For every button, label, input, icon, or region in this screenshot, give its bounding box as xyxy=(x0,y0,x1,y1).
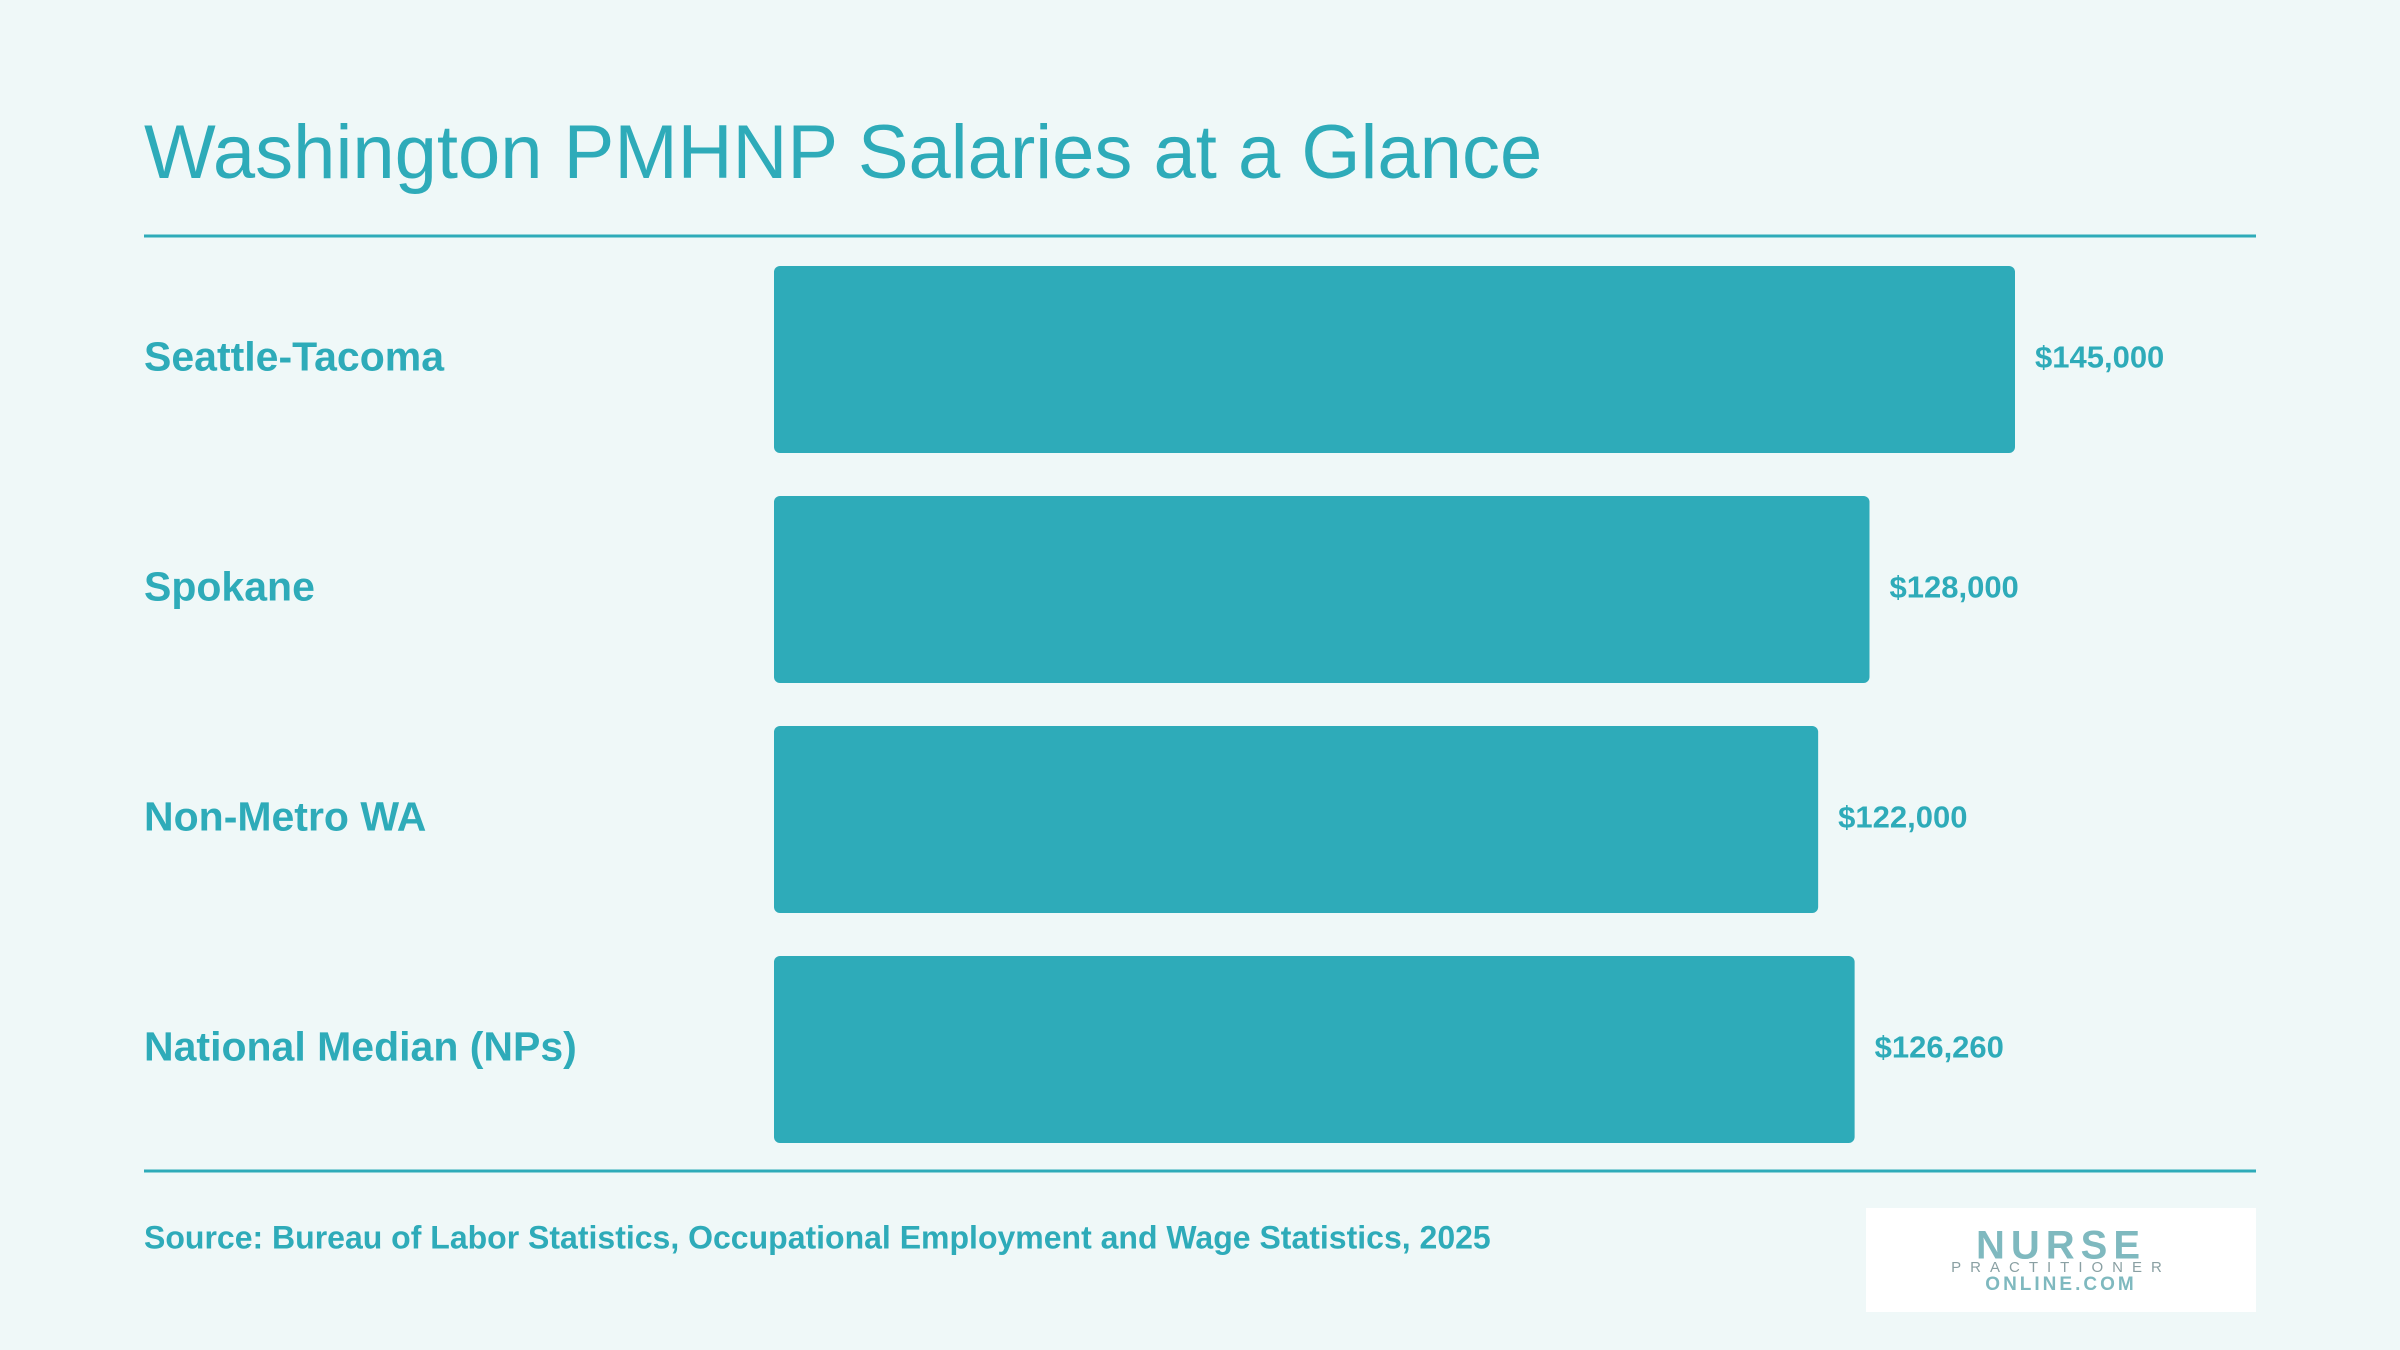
logo-text: PRACTITIONER xyxy=(1951,1259,2171,1276)
source-note: Source: Bureau of Labor Statistics, Occu… xyxy=(144,1219,1491,1255)
logo-box xyxy=(1866,1208,2256,1312)
bar xyxy=(774,726,1819,913)
category-label: Non-Metro WA xyxy=(144,793,426,839)
category-label: Seattle-Tacoma xyxy=(144,333,445,379)
category-label: Spokane xyxy=(144,563,315,609)
logo-text: ONLINE.COM xyxy=(1985,1274,2136,1295)
chart-title: Washington PMHNP Salaries at a Glance xyxy=(144,110,1542,195)
value-label: $145,000 xyxy=(2035,340,2164,375)
bar xyxy=(774,266,2015,453)
value-label: $122,000 xyxy=(1838,800,1967,835)
bar xyxy=(774,956,1855,1143)
logo: NURSE PRACTITIONER ONLINE.COM xyxy=(1866,1208,2256,1312)
bar xyxy=(774,496,1870,683)
value-label: $128,000 xyxy=(1890,570,2019,605)
category-label: National Median (NPs) xyxy=(144,1023,577,1069)
value-label: $126,260 xyxy=(1875,1030,2004,1065)
logo-text: NURSE xyxy=(1976,1224,2146,1268)
